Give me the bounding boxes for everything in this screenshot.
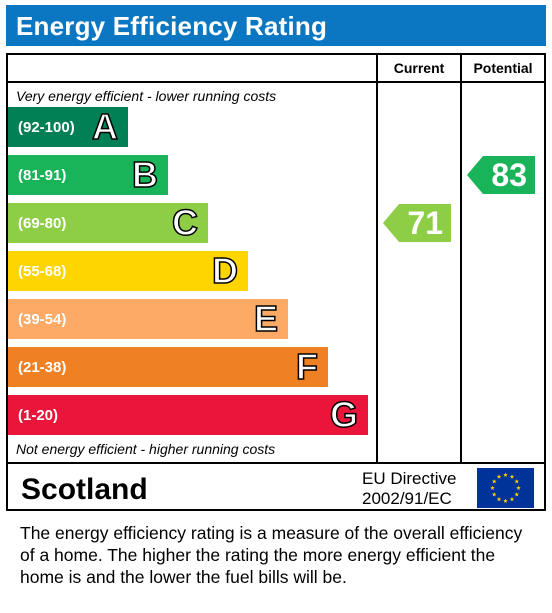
band-b: (81-91) B xyxy=(8,155,168,195)
eu-star-icon xyxy=(496,496,502,502)
band-range-label: (69-80) xyxy=(18,215,67,232)
band-letter-label: C xyxy=(171,202,199,243)
band-letter-label: B xyxy=(131,154,159,195)
header-divider xyxy=(6,81,546,83)
top-note: Very energy efficient - lower running co… xyxy=(16,88,277,104)
current-rating-arrow: 71 xyxy=(383,204,451,242)
footer-divider xyxy=(6,462,546,464)
title-bar: Energy Efficiency Rating xyxy=(6,5,546,46)
band-range-label: (55-68) xyxy=(18,263,67,280)
region-name: Scotland xyxy=(21,473,148,506)
band-range-label: (21-38) xyxy=(18,359,67,376)
eu-star-icon xyxy=(491,479,497,484)
eu-star-icon xyxy=(503,498,508,503)
eu-star-icon xyxy=(490,485,495,490)
band-range-label: (92-100) xyxy=(18,119,75,136)
band-e: (39-54) E xyxy=(8,299,288,339)
eu-star-icon xyxy=(496,474,502,479)
eu-star-icon xyxy=(509,496,515,502)
band-range-label: (81-91) xyxy=(18,167,67,184)
description-text: The energy efficiency rating is a measur… xyxy=(20,523,523,587)
directive-line-2: 2002/91/EC xyxy=(362,489,452,508)
eu-star-icon xyxy=(509,474,515,479)
potential-rating-arrow: 83 xyxy=(467,156,535,194)
eu-star-icon xyxy=(514,492,520,497)
eu-flag-icon xyxy=(477,468,534,508)
band-range-label: (1-20) xyxy=(18,407,59,424)
directive-line-1: EU Directive xyxy=(362,469,457,488)
eu-star-icon xyxy=(514,479,520,484)
band-range-label: (39-54) xyxy=(18,311,67,328)
band-g: (1-20) G xyxy=(8,395,368,435)
band-a: (92-100) A xyxy=(8,107,128,147)
band-f: (21-38) F xyxy=(8,347,328,387)
current-column-header: Current xyxy=(393,60,445,76)
eu-star-icon xyxy=(516,485,521,490)
eu-star-icon xyxy=(503,472,508,477)
potential-rating-arrow-value: 83 xyxy=(491,157,527,193)
current-column-divider xyxy=(376,53,378,464)
band-letter-label: G xyxy=(329,394,359,435)
rating-frame xyxy=(6,53,546,511)
band-letter-label: A xyxy=(91,106,119,147)
current-rating-arrow-value: 71 xyxy=(407,205,443,241)
band-c: (69-80) C xyxy=(8,203,208,243)
eu-star-icon xyxy=(491,492,497,497)
band-letter-label: D xyxy=(211,250,239,291)
potential-column-header: Potential xyxy=(473,60,533,76)
band-d: (55-68) D xyxy=(8,251,248,291)
band-letter-label: E xyxy=(253,298,279,339)
potential-column-divider xyxy=(460,53,462,464)
chart-title: Energy Efficiency Rating xyxy=(16,11,328,41)
band-letter-label: F xyxy=(295,346,319,387)
bottom-note: Not energy efficient - higher running co… xyxy=(16,441,276,457)
